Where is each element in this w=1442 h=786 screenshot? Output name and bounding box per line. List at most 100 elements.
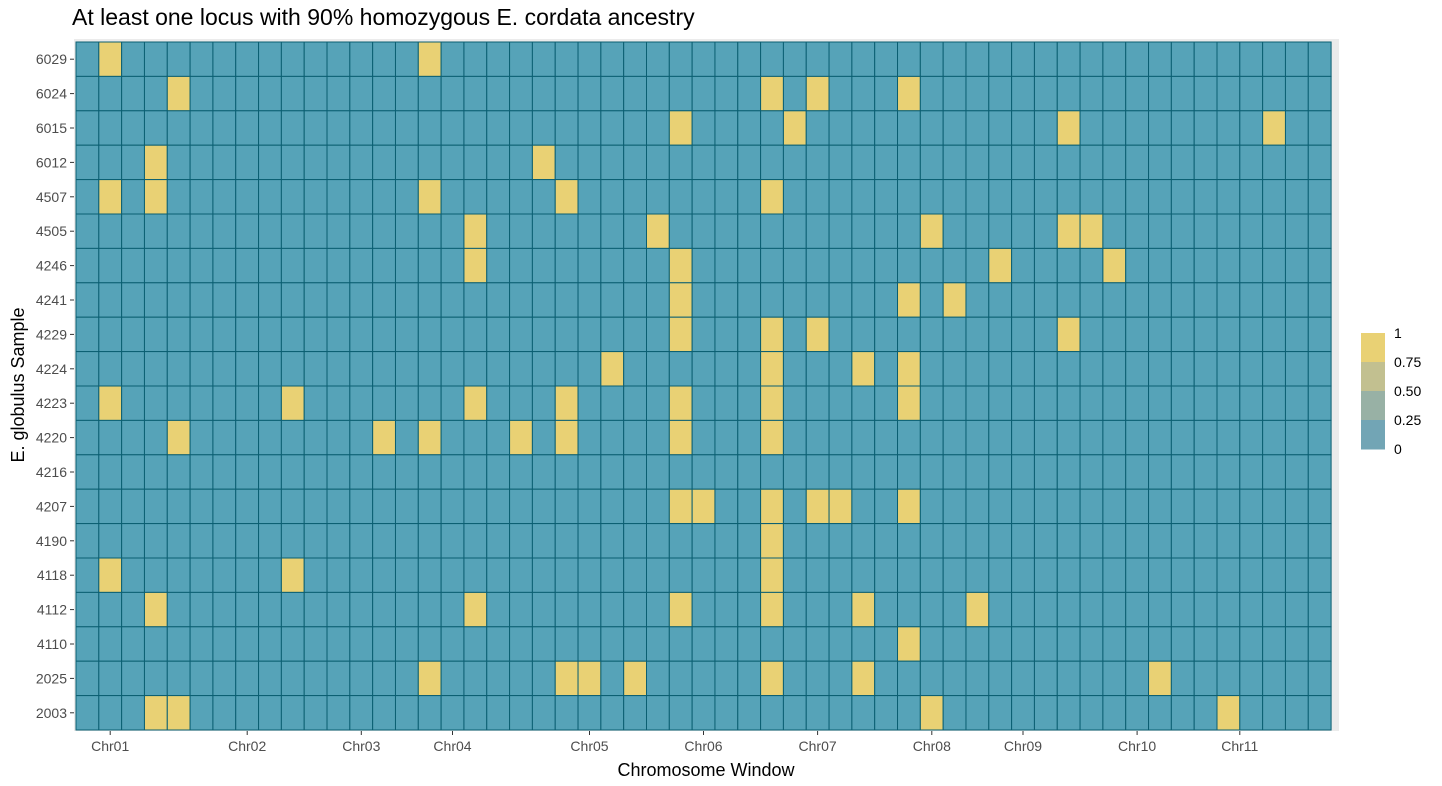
heatmap-cell xyxy=(851,41,876,77)
heatmap-cell xyxy=(600,591,625,628)
heatmap-cell xyxy=(143,660,168,697)
heatmap-cell xyxy=(919,41,944,77)
heatmap-cell xyxy=(782,523,807,559)
heatmap-cell xyxy=(1033,75,1058,112)
heatmap-cell xyxy=(828,41,853,77)
heatmap-cell xyxy=(1056,213,1081,249)
heatmap-cell xyxy=(349,695,374,731)
heatmap-cell xyxy=(1307,385,1332,421)
heatmap-cell xyxy=(623,523,647,559)
legend-label: 0 xyxy=(1394,441,1402,457)
heatmap-cell xyxy=(166,523,191,559)
heatmap-cell xyxy=(942,316,967,353)
heatmap-cell xyxy=(623,316,647,353)
heatmap-cell xyxy=(760,557,784,593)
heatmap-cell xyxy=(874,144,899,181)
heatmap-cell xyxy=(121,626,145,662)
heatmap-cell xyxy=(646,282,670,318)
x-tick-label: Chr08 xyxy=(913,738,951,754)
heatmap-cell xyxy=(75,351,100,387)
heatmap-cell xyxy=(166,247,191,284)
heatmap-cell xyxy=(965,351,990,387)
heatmap-cell xyxy=(1193,316,1218,353)
heatmap-cell xyxy=(942,695,967,731)
heatmap-cell xyxy=(372,179,396,215)
heatmap-cell xyxy=(600,419,625,456)
heatmap-cell xyxy=(577,523,602,559)
heatmap-cell xyxy=(919,351,944,387)
heatmap-cell xyxy=(212,557,237,593)
heatmap-cell xyxy=(258,213,282,249)
legend-swatch xyxy=(1361,333,1385,363)
heatmap-cell xyxy=(1033,179,1058,215)
heatmap-cell xyxy=(782,488,807,525)
heatmap-cell xyxy=(737,351,762,387)
heatmap-cell xyxy=(303,454,328,490)
heatmap-cell xyxy=(1193,41,1218,77)
x-axis-title: Chromosome Window xyxy=(617,760,795,780)
heatmap-cell xyxy=(874,591,899,628)
heatmap-cell xyxy=(600,626,625,662)
heatmap-cell xyxy=(1284,144,1309,181)
heatmap-cell xyxy=(235,41,260,77)
heatmap-cell xyxy=(189,660,214,697)
heatmap-cell xyxy=(1262,660,1286,697)
heatmap-cell xyxy=(782,660,807,697)
heatmap-cell xyxy=(805,695,830,731)
heatmap-cell xyxy=(235,213,260,249)
heatmap-cell xyxy=(486,695,511,731)
heatmap-cell xyxy=(349,454,374,490)
heatmap-cell xyxy=(121,179,145,215)
heatmap-cell xyxy=(235,247,260,284)
heatmap-cell xyxy=(417,419,442,456)
heatmap-cell xyxy=(1125,419,1150,456)
heatmap-cell xyxy=(828,75,853,112)
heatmap-cell xyxy=(258,110,282,146)
heatmap-cell xyxy=(1033,695,1058,731)
heatmap-cell xyxy=(75,523,100,559)
heatmap-cell xyxy=(737,523,762,559)
heatmap-cell xyxy=(531,419,556,456)
heatmap-cell xyxy=(691,419,716,456)
heatmap-cell xyxy=(760,351,784,387)
heatmap-cell xyxy=(691,626,716,662)
heatmap-cell xyxy=(554,385,579,421)
heatmap-cell xyxy=(280,351,305,387)
heatmap-cell xyxy=(828,557,853,593)
heatmap-cell xyxy=(942,557,967,593)
heatmap-cell xyxy=(1102,660,1127,697)
heatmap-cell xyxy=(1284,247,1309,284)
heatmap-cell xyxy=(280,419,305,456)
heatmap-cell xyxy=(737,695,762,731)
heatmap-cell xyxy=(1216,316,1241,353)
heatmap-cell xyxy=(851,110,876,146)
heatmap-cell xyxy=(919,385,944,421)
heatmap-cell xyxy=(303,660,328,697)
heatmap-cell xyxy=(1056,557,1081,593)
heatmap-cell xyxy=(1284,419,1309,456)
heatmap-cell xyxy=(326,179,351,215)
y-tick-label: 6015 xyxy=(36,120,67,136)
heatmap-cell xyxy=(919,419,944,456)
heatmap-cell xyxy=(280,695,305,731)
heatmap-cell xyxy=(212,488,237,525)
heatmap-cell xyxy=(760,626,784,662)
heatmap-cell xyxy=(486,144,511,181)
heatmap-cell xyxy=(1033,488,1058,525)
heatmap-cell xyxy=(623,660,647,697)
heatmap-cell xyxy=(782,144,807,181)
heatmap-cell xyxy=(965,557,990,593)
y-axis-title: E. globulus Sample xyxy=(8,307,28,462)
heatmap-cell xyxy=(280,41,305,77)
heatmap-cell xyxy=(714,144,739,181)
heatmap-cell xyxy=(851,488,876,525)
heatmap-cell xyxy=(1011,419,1035,456)
heatmap-cell xyxy=(235,626,260,662)
heatmap-cell xyxy=(1216,695,1241,731)
heatmap-cell xyxy=(166,351,191,387)
heatmap-cell xyxy=(1125,591,1150,628)
heatmap-cell xyxy=(166,316,191,353)
heatmap-cell xyxy=(646,695,670,731)
heatmap-cell xyxy=(75,660,100,697)
heatmap-cell xyxy=(1216,488,1241,525)
